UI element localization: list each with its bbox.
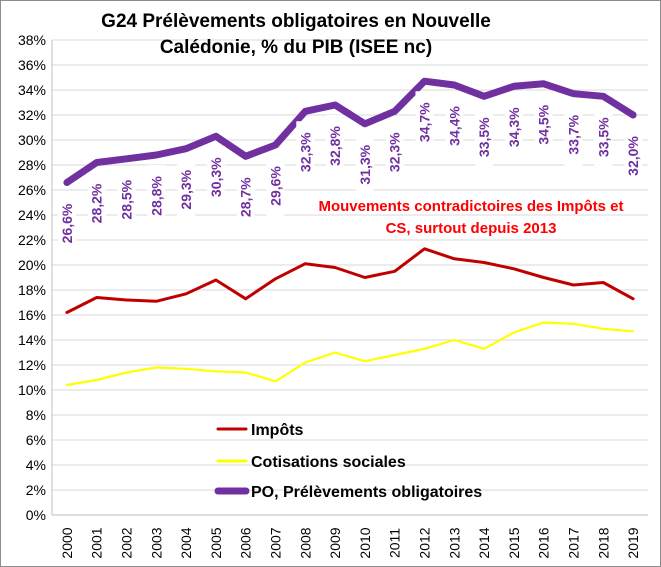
data-label-bg xyxy=(564,103,583,166)
data-label-bg xyxy=(355,133,374,196)
y-tick-label: 4% xyxy=(26,457,46,473)
data-labels: 26,6% 28,2% 28,5% 28,8% 29,3% 30,3% 28,7% 29,6%… xyxy=(57,91,643,255)
x-tick-label: 2000 xyxy=(59,527,75,558)
x-tick-label: 2005 xyxy=(208,527,224,558)
data-label-bg xyxy=(117,168,136,231)
data-label-bg xyxy=(475,106,494,169)
data-label-bg xyxy=(624,125,643,187)
y-tick-label: 38% xyxy=(18,32,46,48)
y-tick-label: 12% xyxy=(18,357,46,373)
y-tick-label: 18% xyxy=(18,282,46,298)
series-line-0 xyxy=(65,247,635,314)
x-tick-label: 2010 xyxy=(357,527,373,558)
data-label: 26,6% xyxy=(59,203,75,243)
x-tick-label: 2011 xyxy=(387,528,403,558)
data-label: 34,5% xyxy=(536,104,552,144)
x-tick-label: 2007 xyxy=(268,527,284,558)
data-label: 34,4% xyxy=(446,106,462,146)
data-label-bg xyxy=(206,146,225,209)
x-tick-label: 2008 xyxy=(297,527,313,558)
data-label-bg xyxy=(57,192,76,255)
x-tick-label: 2001 xyxy=(89,527,105,558)
data-label-bg xyxy=(147,165,166,227)
chart-title-line-2: Calédonie, % du PIB (ISEE nc) xyxy=(160,37,432,58)
data-label-bg xyxy=(445,95,464,157)
y-axis: 0% 2% 4% 6% 8% 10% 12% 14% 16% 18% 20% 22% 24% 26% 28%… xyxy=(18,32,46,523)
y-tick-label: 24% xyxy=(18,207,46,223)
data-label: 32,8% xyxy=(327,126,343,166)
x-tick-label: 2009 xyxy=(327,527,343,558)
data-label: 32,3% xyxy=(297,132,313,172)
annotation-line-2: CS, surtout depuis 2013 xyxy=(386,220,557,237)
data-label: 32,3% xyxy=(387,132,403,172)
x-tick-label: 2004 xyxy=(178,527,194,558)
x-tick-label: 2002 xyxy=(119,527,135,558)
x-tick-label: 2018 xyxy=(595,527,611,558)
x-axis: 2000 2001 2002 2003 2004 2005 2006 2007 2008 2009… xyxy=(59,527,641,558)
legend-label: Cotisations sociales xyxy=(251,454,406,471)
data-label: 28,2% xyxy=(89,183,105,223)
data-label: 31,3% xyxy=(357,144,373,184)
gridlines xyxy=(51,39,648,516)
y-tick-label: 36% xyxy=(18,57,46,73)
x-tick-label: 2014 xyxy=(476,527,492,558)
series-lines xyxy=(63,77,637,387)
y-tick-label: 16% xyxy=(18,307,46,323)
data-label: 33,5% xyxy=(595,117,611,157)
y-tick-label: 34% xyxy=(18,82,46,98)
data-label: 34,7% xyxy=(417,102,433,142)
series-line-2 xyxy=(63,77,637,186)
annotation-line-1: Mouvements contradictoires des Impôts et xyxy=(318,198,623,215)
x-tick-label: 2015 xyxy=(506,527,522,558)
data-label-bg xyxy=(177,158,196,221)
chart-title-line-1: G24 Prélèvements obligatoires en Nouvell… xyxy=(101,11,491,32)
legend-label: Impôts xyxy=(251,422,304,439)
data-label: 32,0% xyxy=(625,136,641,176)
data-label: 33,7% xyxy=(566,114,582,154)
data-label: 34,3% xyxy=(506,107,522,147)
y-tick-label: 14% xyxy=(18,332,46,348)
data-label: 28,8% xyxy=(148,176,164,216)
y-tick-label: 26% xyxy=(18,182,46,198)
data-label-bg xyxy=(415,91,434,154)
data-label-bg xyxy=(534,93,553,156)
y-tick-label: 22% xyxy=(18,232,46,248)
data-label-bg xyxy=(266,155,285,217)
data-label-bg xyxy=(326,115,345,177)
y-tick-label: 32% xyxy=(18,107,46,123)
legend: Impôts Cotisations sociales PO, Prélèvemen… xyxy=(214,422,482,501)
x-tick-label: 2016 xyxy=(536,527,552,558)
data-label-bg xyxy=(236,166,255,229)
data-label: 29,6% xyxy=(268,166,284,206)
x-tick-label: 2019 xyxy=(625,527,641,558)
data-label: 28,5% xyxy=(119,179,135,219)
y-tick-label: 28% xyxy=(18,157,46,173)
data-label: 28,7% xyxy=(238,177,254,217)
y-tick-label: 10% xyxy=(18,382,46,398)
series-line-1 xyxy=(65,321,635,387)
y-tick-label: 2% xyxy=(26,482,46,498)
data-label-bg xyxy=(594,106,613,169)
data-label-bg xyxy=(385,121,404,184)
legend-label: PO, Prélèvements obligatoires xyxy=(251,484,482,501)
x-tick-label: 2012 xyxy=(417,527,433,558)
y-tick-label: 30% xyxy=(18,132,46,148)
x-tick-label: 2013 xyxy=(446,527,462,558)
data-label-bg xyxy=(87,172,106,235)
x-tick-label: 2003 xyxy=(148,527,164,558)
data-label: 33,5% xyxy=(476,117,492,157)
data-label: 29,3% xyxy=(178,169,194,209)
data-label: 30,3% xyxy=(208,157,224,197)
y-tick-label: 6% xyxy=(26,432,46,448)
data-label-bg xyxy=(296,121,315,184)
y-tick-label: 0% xyxy=(26,507,46,523)
x-tick-label: 2017 xyxy=(566,527,582,558)
y-tick-label: 20% xyxy=(18,257,46,273)
y-tick-label: 8% xyxy=(26,407,46,423)
x-tick-label: 2006 xyxy=(238,527,254,558)
data-label-bg xyxy=(504,96,523,159)
